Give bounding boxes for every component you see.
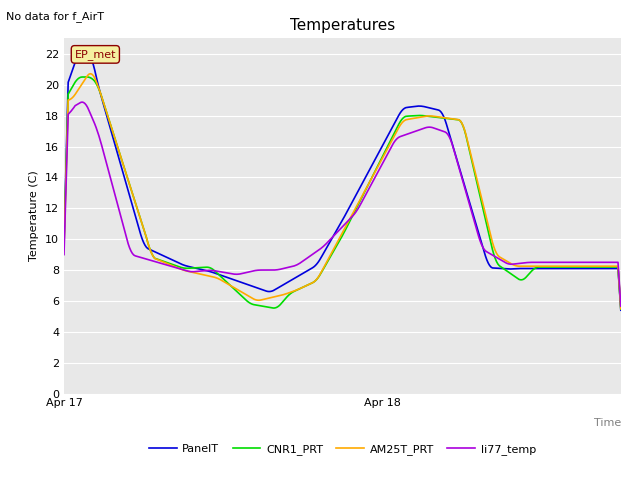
Line: PanelT: PanelT: [64, 54, 621, 310]
AM25T_PRT: [243, 292, 251, 298]
PanelT: [243, 281, 251, 287]
CNR1_PRT: [243, 298, 251, 304]
CNR1_PRT: [129, 191, 136, 196]
li77_temp: [467, 204, 474, 209]
Line: CNR1_PRT: CNR1_PRT: [64, 77, 621, 309]
PanelT: [467, 201, 474, 207]
AM25T_PRT: [60, 244, 68, 250]
CNR1_PRT: [463, 138, 471, 144]
AM25T_PRT: [463, 137, 471, 143]
li77_temp: [463, 194, 471, 200]
PanelT: [282, 280, 290, 286]
CNR1_PRT: [282, 295, 290, 301]
AM25T_PRT: [129, 191, 136, 196]
Line: AM25T_PRT: AM25T_PRT: [64, 74, 621, 309]
PanelT: [412, 104, 419, 109]
AM25T_PRT: [617, 306, 625, 312]
AM25T_PRT: [86, 71, 94, 77]
Text: No data for f_AirT: No data for f_AirT: [6, 11, 104, 22]
li77_temp: [78, 99, 86, 105]
Text: Time: Time: [593, 419, 621, 429]
PanelT: [60, 238, 68, 244]
Text: EP_met: EP_met: [75, 49, 116, 60]
li77_temp: [129, 251, 136, 256]
Y-axis label: Temperature (C): Temperature (C): [29, 170, 39, 262]
CNR1_PRT: [617, 306, 625, 312]
li77_temp: [60, 252, 68, 257]
AM25T_PRT: [467, 149, 474, 155]
CNR1_PRT: [78, 74, 86, 80]
PanelT: [129, 203, 136, 208]
PanelT: [617, 307, 625, 313]
CNR1_PRT: [467, 150, 474, 156]
Title: Temperatures: Temperatures: [290, 18, 395, 33]
AM25T_PRT: [412, 115, 419, 121]
Line: li77_temp: li77_temp: [64, 102, 621, 306]
PanelT: [78, 51, 86, 57]
li77_temp: [617, 303, 625, 309]
CNR1_PRT: [60, 243, 68, 249]
AM25T_PRT: [282, 291, 290, 297]
li77_temp: [243, 270, 251, 276]
li77_temp: [412, 128, 419, 134]
Legend: PanelT, CNR1_PRT, AM25T_PRT, li77_temp: PanelT, CNR1_PRT, AM25T_PRT, li77_temp: [145, 439, 540, 459]
CNR1_PRT: [412, 113, 419, 119]
PanelT: [463, 192, 471, 198]
li77_temp: [282, 265, 290, 271]
